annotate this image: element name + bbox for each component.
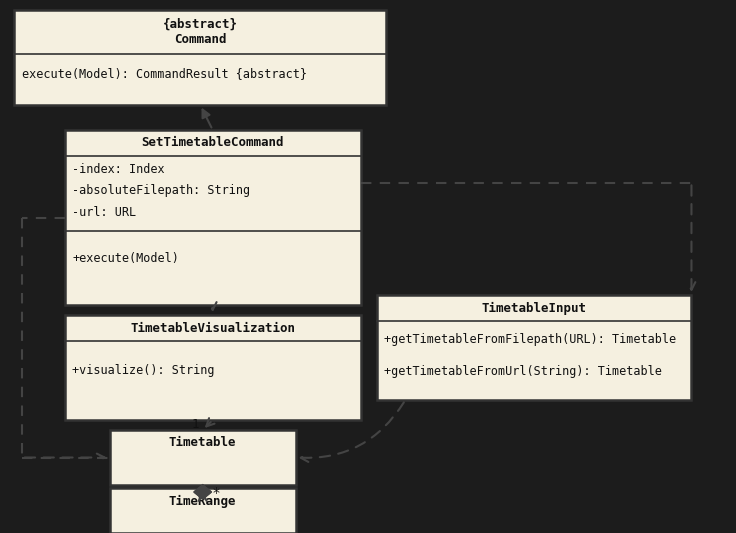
Bar: [110, 430, 296, 485]
Text: *: *: [213, 487, 219, 500]
Text: TimeRange: TimeRange: [169, 495, 236, 507]
Bar: [65, 130, 361, 305]
Text: -absoluteFilepath: String: -absoluteFilepath: String: [72, 184, 251, 197]
Text: +visualize(): String: +visualize(): String: [72, 364, 215, 377]
Bar: [14, 10, 386, 105]
Text: +getTimetableFromFilepath(URL): Timetable: +getTimetableFromFilepath(URL): Timetabl…: [384, 333, 676, 346]
Text: +getTimetableFromUrl(String): Timetable: +getTimetableFromUrl(String): Timetable: [384, 365, 662, 378]
Polygon shape: [194, 485, 211, 499]
Text: +execute(Model): +execute(Model): [72, 252, 180, 265]
Text: 1: 1: [192, 418, 199, 432]
Text: -index: Index: -index: Index: [72, 163, 165, 176]
Text: SetTimetableCommand: SetTimetableCommand: [141, 136, 284, 149]
Bar: [110, 488, 296, 533]
Bar: [65, 315, 361, 420]
Text: -url: URL: -url: URL: [72, 206, 137, 219]
Text: TimetableInput: TimetableInput: [481, 302, 587, 314]
Text: {abstract}
Command: {abstract} Command: [163, 18, 238, 46]
Text: TimetableVisualization: TimetableVisualization: [130, 321, 295, 335]
Bar: [377, 295, 691, 400]
Text: Timetable: Timetable: [169, 437, 236, 449]
Text: execute(Model): CommandResult {abstract}: execute(Model): CommandResult {abstract}: [22, 68, 307, 80]
